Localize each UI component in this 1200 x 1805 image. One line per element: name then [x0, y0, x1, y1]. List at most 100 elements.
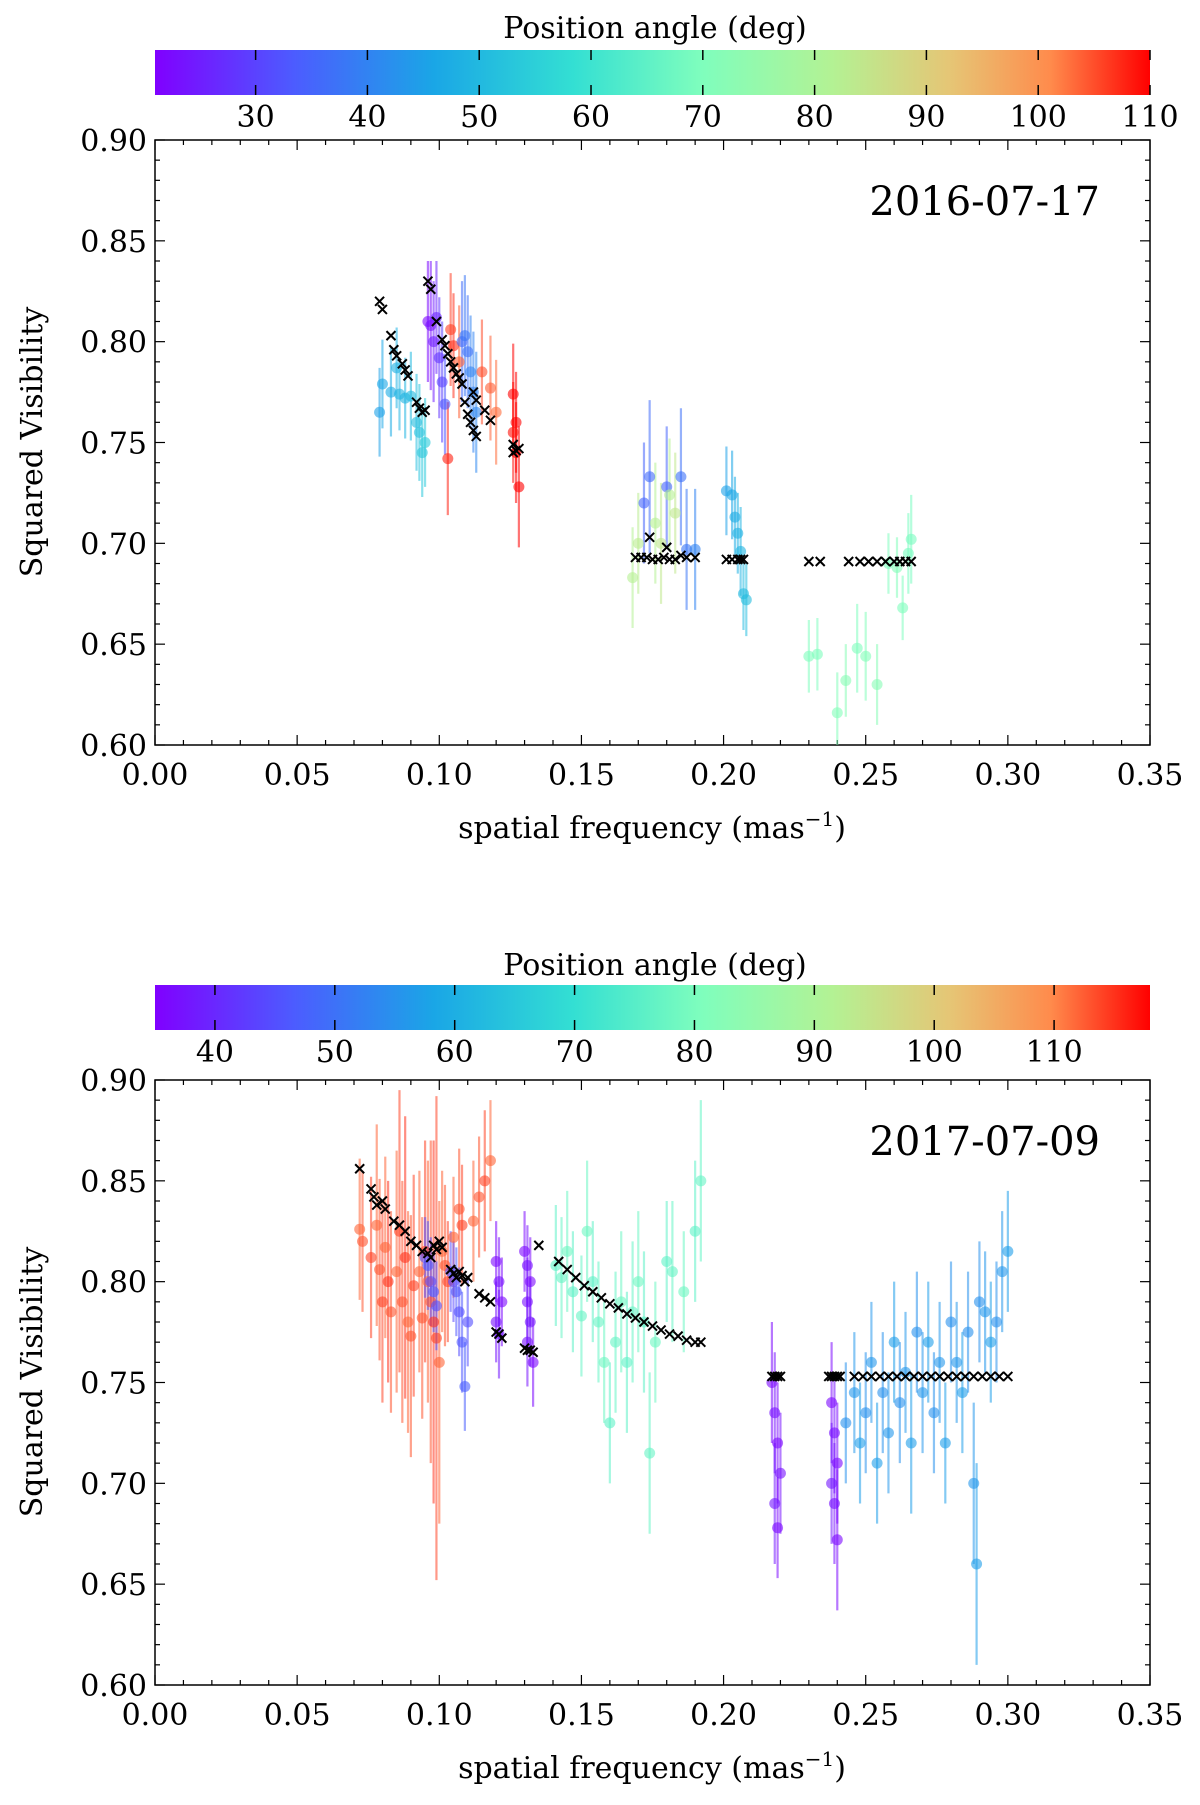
model-point — [917, 1371, 928, 1382]
data-point — [900, 1366, 912, 1378]
x-tick-label: 0.05 — [264, 1698, 331, 1733]
data-point — [990, 1316, 1002, 1328]
data-point — [428, 336, 440, 348]
data-point — [985, 1336, 997, 1348]
data-point — [928, 1407, 940, 1419]
data-point — [453, 1306, 465, 1318]
data-point — [1002, 1245, 1014, 1257]
data-point — [411, 416, 423, 428]
data-point — [391, 1266, 403, 1278]
data-point — [627, 1306, 639, 1318]
data-point — [840, 674, 852, 686]
data-point — [894, 1397, 906, 1409]
model-point — [553, 1256, 564, 1267]
data-point — [888, 1336, 900, 1348]
model-point — [664, 1328, 675, 1340]
data-point — [456, 1219, 468, 1231]
model-point — [857, 1371, 869, 1382]
data-point — [470, 406, 482, 418]
colorbar-tick-label: 80 — [675, 1035, 713, 1070]
model-point — [431, 316, 442, 327]
model-point — [843, 556, 854, 567]
data-point — [524, 1276, 536, 1288]
data-point — [996, 1266, 1008, 1278]
model-point — [473, 1288, 485, 1299]
model-point — [883, 1371, 894, 1382]
model-point — [354, 1163, 365, 1174]
y-tick-label: 0.70 — [80, 527, 147, 562]
model-point — [456, 1270, 468, 1281]
model-point — [371, 1199, 382, 1211]
colorbar-tick-label: 90 — [795, 1035, 833, 1070]
data-point — [422, 1260, 434, 1272]
model-point — [374, 296, 385, 307]
data-point — [436, 376, 448, 388]
data-point — [521, 1336, 533, 1348]
x-tick-label: 0.25 — [832, 758, 899, 793]
model-point — [900, 1371, 911, 1382]
model-point — [815, 556, 826, 567]
data-point — [865, 1356, 877, 1368]
data-point — [851, 642, 863, 654]
data-point — [615, 1296, 627, 1308]
model-point — [468, 386, 479, 398]
model-point — [425, 284, 436, 295]
model-point — [471, 431, 482, 442]
model-point — [854, 556, 866, 567]
x-tick-label: 0.35 — [1117, 758, 1184, 793]
model-point — [849, 1371, 860, 1382]
data-point — [811, 648, 823, 660]
model-point — [462, 1272, 473, 1283]
data-point — [882, 1427, 894, 1439]
data-point — [493, 1276, 505, 1288]
model-point — [507, 447, 519, 458]
model-point — [908, 1371, 920, 1382]
model-point — [434, 1236, 445, 1247]
model-point — [968, 1371, 979, 1382]
colorbar-tick-label: 80 — [796, 100, 834, 135]
colorbar-label: Position angle (deg) — [503, 11, 806, 46]
model-point — [644, 532, 655, 543]
colorbar-tick-label: 100 — [1010, 100, 1067, 135]
x-tick-label: 0.35 — [1117, 1698, 1184, 1733]
data-point — [649, 1336, 661, 1348]
y-axis-label: Squared Visibility — [15, 307, 50, 578]
data-point — [524, 1316, 536, 1328]
data-point — [521, 1296, 533, 1308]
model-point — [1002, 1371, 1014, 1382]
model-point — [689, 552, 701, 563]
model-point — [468, 425, 479, 436]
model-point — [522, 1345, 533, 1356]
data-point — [357, 1235, 369, 1247]
data-point — [973, 1296, 985, 1308]
data-point — [473, 1191, 485, 1203]
colorbar — [155, 985, 1150, 1030]
observed-points — [354, 1155, 1014, 1570]
data-point — [902, 547, 914, 559]
model-points — [354, 1163, 1014, 1382]
data-point — [467, 1215, 479, 1227]
x-tick-label: 0.25 — [832, 1698, 899, 1733]
model-point — [925, 1371, 937, 1382]
data-point — [621, 1356, 633, 1368]
colorbar-tick-label: 90 — [907, 100, 945, 135]
data-point — [430, 1332, 442, 1344]
axis-ticks: 0.00 0.05 0.10 0.15 0.20 0.25 0.30 0.35 0.60 0.65… — [80, 124, 1183, 793]
data-point — [592, 1316, 604, 1328]
colorbar-tick-label: 100 — [906, 1035, 963, 1070]
data-point — [655, 537, 667, 549]
data-point — [627, 572, 639, 584]
model-point — [866, 1371, 877, 1382]
data-point — [439, 398, 451, 410]
data-point — [632, 1276, 644, 1288]
date-label: 2017-07-09 — [869, 1119, 1100, 1165]
data-point — [459, 1381, 471, 1393]
data-point — [848, 1387, 860, 1399]
x-axis-label-exponent: −1 — [805, 1747, 834, 1771]
data-point — [581, 1225, 593, 1237]
data-point — [610, 1336, 622, 1348]
model-point — [775, 1371, 786, 1382]
data-point — [465, 366, 477, 378]
data-point — [871, 1457, 883, 1469]
data-point — [521, 1260, 533, 1272]
